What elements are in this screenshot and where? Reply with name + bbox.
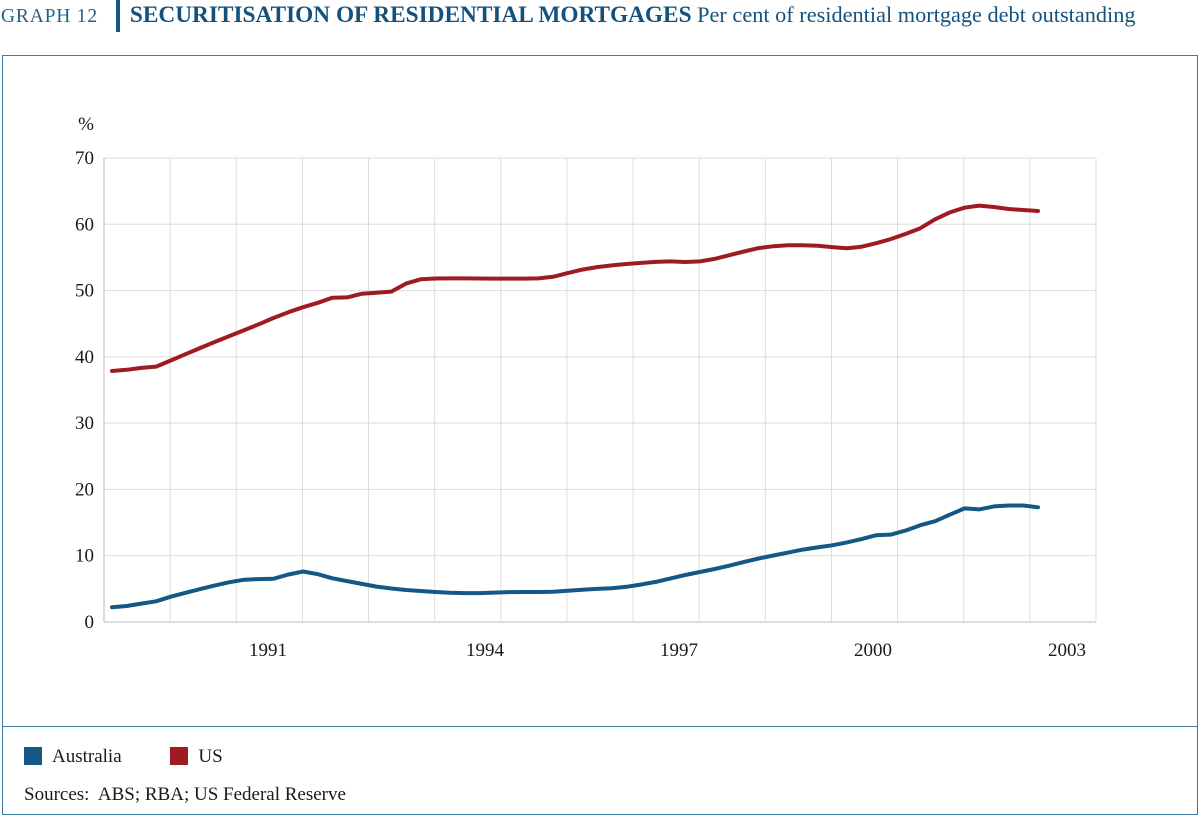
svg-text:30: 30 xyxy=(75,413,94,434)
svg-text:20: 20 xyxy=(75,479,94,500)
svg-text:2000: 2000 xyxy=(854,640,892,661)
svg-text:10: 10 xyxy=(75,546,94,567)
svg-text:70: 70 xyxy=(75,148,94,169)
svg-text:2003: 2003 xyxy=(1048,640,1086,661)
svg-text:1991: 1991 xyxy=(249,640,287,661)
svg-text:0: 0 xyxy=(85,612,95,633)
svg-text:50: 50 xyxy=(75,281,94,302)
svg-text:%: % xyxy=(78,114,94,135)
svg-text:1994: 1994 xyxy=(466,640,505,661)
svg-text:40: 40 xyxy=(75,347,94,368)
svg-text:1997: 1997 xyxy=(660,640,698,661)
svg-text:60: 60 xyxy=(75,214,94,235)
